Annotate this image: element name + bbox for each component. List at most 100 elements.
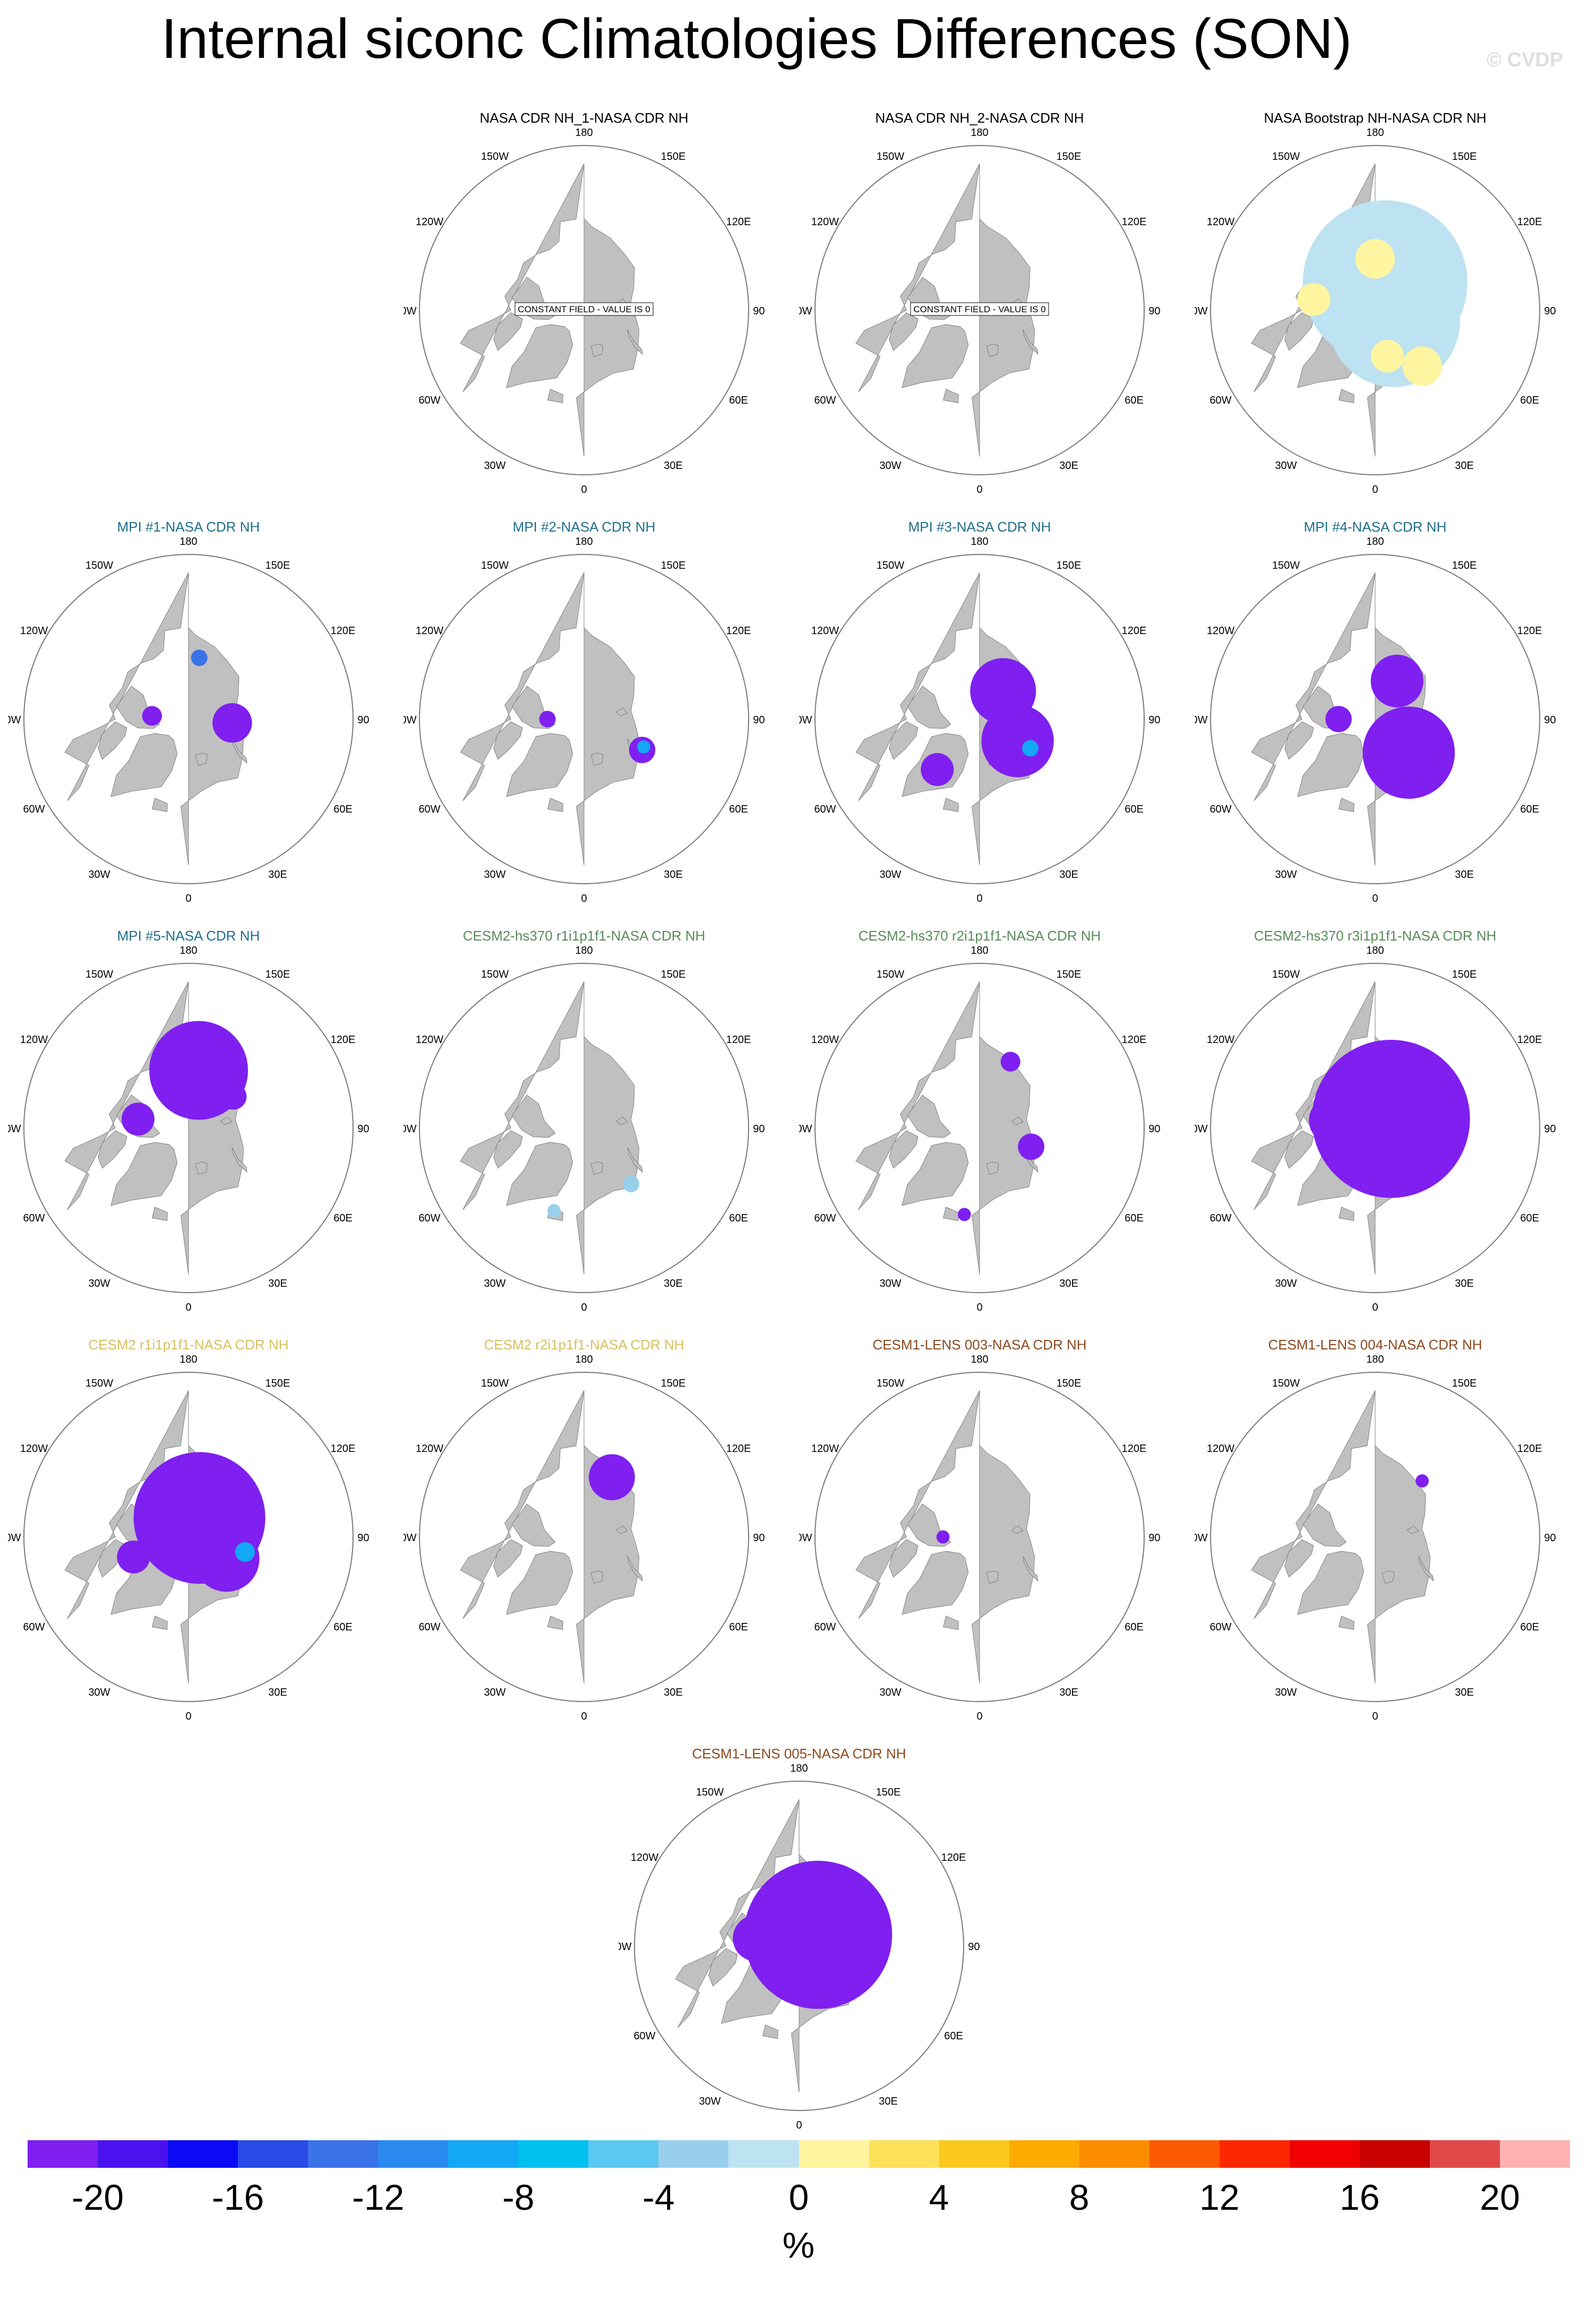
label-60w: 60W: [1209, 804, 1231, 815]
polar-map: 180 0 150W 150E 120W 120E 90W 90E 60W 60E 30W 30E CO…: [799, 127, 1160, 495]
baffin-island-land: [493, 1130, 523, 1169]
label-60e: 60E: [729, 1621, 748, 1633]
label-90e: 90E: [1544, 305, 1556, 317]
land-and-anomalies: [460, 981, 643, 1275]
iceland-land: [942, 389, 959, 404]
map-boundary: [814, 963, 1145, 1293]
label-0: 0: [796, 2120, 802, 2131]
svalbard-land: [195, 753, 208, 766]
anomaly-patch: [733, 1915, 779, 1961]
land-and-anomalies: [64, 572, 252, 866]
panel-title: CESM1-LENS 005-NASA CDR NH: [692, 1746, 906, 1762]
label-0: 0: [581, 893, 587, 904]
label-30w: 30W: [88, 1278, 110, 1289]
label-150w: 150W: [85, 969, 113, 980]
eurasia-land: [972, 981, 1035, 1275]
label-150e: 150E: [1057, 151, 1082, 163]
label-150w: 150W: [85, 560, 113, 571]
label-120w: 120W: [631, 1852, 658, 1864]
anomaly-patch: [220, 1083, 247, 1110]
colorbar-swatch: [378, 2140, 449, 2168]
constant-field-box: [514, 302, 654, 316]
colorbar-swatch: [1429, 2140, 1500, 2168]
panel-title: MPI #1-NASA CDR NH: [117, 519, 260, 535]
land-and-anomalies: [1251, 164, 1468, 457]
north-america-land: [855, 164, 980, 392]
label-150e: 150E: [661, 560, 686, 571]
north-america-land: [460, 981, 585, 1210]
label-90e: 90E: [753, 714, 765, 726]
anomaly-patch: [191, 649, 208, 666]
eurasia-land: [576, 572, 640, 866]
label-90w: 90W: [8, 714, 21, 726]
anomaly-patch: [623, 1176, 640, 1192]
polar-map: 180 0 150W 150E 120W 120E 90W 90E 60W 60E 30W 30E CO…: [404, 127, 765, 495]
label-60e: 60E: [333, 1212, 353, 1224]
anomaly-patch: [1325, 706, 1352, 732]
label-120w: 120W: [811, 1443, 839, 1455]
baffin-island-land: [493, 1539, 523, 1578]
colorbar-tick-label: -4: [642, 2177, 675, 2218]
label-150e: 150E: [1452, 151, 1477, 163]
label-60e: 60E: [333, 1621, 353, 1633]
label-150e: 150E: [1057, 969, 1082, 980]
label-150e: 150E: [876, 1787, 901, 1798]
label-60w: 60W: [23, 804, 45, 815]
label-150e: 150E: [265, 560, 290, 571]
label-0: 0: [581, 1302, 587, 1313]
polar-map: 180 0 150W 150E 120W 120E 90W 90E 60W 60E 30W 30E: [8, 536, 369, 904]
map-boundary: [23, 1372, 354, 1702]
north-america-land: [855, 981, 980, 1210]
label-90w: 90W: [799, 305, 812, 317]
map-boundary: [1210, 145, 1540, 475]
label-120e: 120E: [331, 625, 356, 637]
land-and-anomalies: [64, 981, 248, 1275]
label-60e: 60E: [333, 804, 353, 815]
anomaly-patch: [539, 711, 556, 728]
label-60w: 60W: [23, 1621, 45, 1633]
baffin-island-land: [1284, 721, 1314, 760]
panel-title: NASA CDR NH_2-NASA CDR NH: [875, 110, 1084, 126]
label-60w: 60W: [1209, 1212, 1231, 1224]
polar-map: 180 0 150W 150E 120W 120E 90W 90E 60W 60E 30W 30E: [1195, 127, 1556, 495]
greenland-land: [110, 733, 178, 797]
severnaya-zemlya-land: [615, 707, 628, 716]
panel-title: CESM2-hs370 r1i1p1f1-NASA CDR NH: [462, 928, 706, 944]
panel-title: MPI #5-NASA CDR NH: [117, 928, 260, 944]
novaya-zemlya-land: [231, 1147, 247, 1173]
label-180: 180: [971, 127, 988, 139]
label-120e: 120E: [941, 1852, 966, 1864]
label-60w: 60W: [23, 1212, 45, 1224]
label-90w: 90W: [404, 305, 417, 317]
anomaly-patch: [1297, 283, 1331, 316]
eurasia-land: [1367, 1390, 1431, 1683]
colorbar-swatch: [728, 2140, 799, 2168]
colorbar-swatch: [518, 2140, 589, 2168]
label-90w: 90W: [1195, 1532, 1208, 1544]
anomaly-patch: [1370, 654, 1423, 707]
label-150e: 150E: [661, 1378, 686, 1389]
north-america-land: [1251, 1390, 1376, 1619]
label-90e: 90E: [753, 1532, 765, 1544]
label-0: 0: [185, 893, 191, 904]
anomaly-patch: [1362, 706, 1455, 799]
label-30w: 30W: [88, 1687, 110, 1698]
label-60e: 60E: [1125, 804, 1144, 815]
label-150e: 150E: [661, 151, 686, 163]
label-30e: 30E: [664, 869, 683, 881]
label-30e: 30E: [1455, 869, 1474, 881]
iceland-land: [151, 1616, 168, 1630]
land-and-anomalies: [460, 1390, 643, 1683]
label-150e: 150E: [1057, 1378, 1082, 1389]
label-60w: 60W: [418, 1621, 440, 1633]
label-30e: 30E: [664, 1687, 683, 1698]
iceland-land: [547, 389, 563, 404]
svalbard-land: [195, 1161, 208, 1175]
severnaya-zemlya-land: [615, 1116, 628, 1125]
greenland-land: [506, 1142, 573, 1206]
label-150w: 150W: [696, 1787, 724, 1798]
iceland-land: [547, 1616, 563, 1630]
label-60w: 60W: [418, 1212, 440, 1224]
svalbard-land: [590, 753, 604, 766]
